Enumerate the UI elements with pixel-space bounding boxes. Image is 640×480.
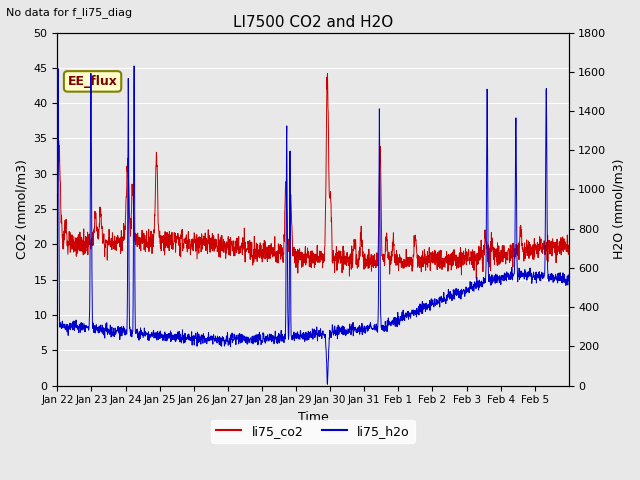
Text: EE_flux: EE_flux bbox=[68, 75, 118, 88]
Legend: li75_co2, li75_h2o: li75_co2, li75_h2o bbox=[211, 420, 415, 443]
Text: No data for f_li75_diag: No data for f_li75_diag bbox=[6, 7, 132, 18]
Title: LI7500 CO2 and H2O: LI7500 CO2 and H2O bbox=[233, 15, 393, 30]
X-axis label: Time: Time bbox=[298, 411, 328, 424]
Y-axis label: CO2 (mmol/m3): CO2 (mmol/m3) bbox=[15, 159, 28, 259]
Y-axis label: H2O (mmol/m3): H2O (mmol/m3) bbox=[612, 159, 625, 259]
